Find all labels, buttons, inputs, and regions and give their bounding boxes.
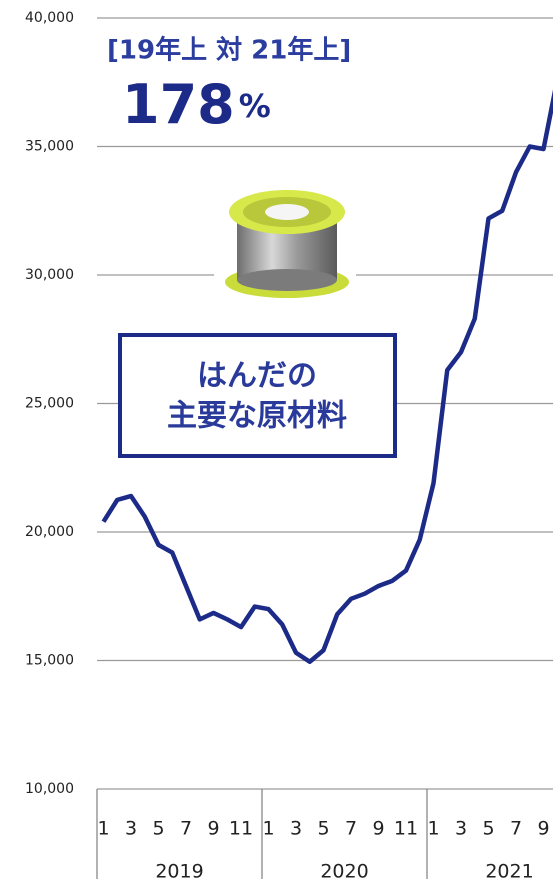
y-tick-label: 30,000: [25, 267, 74, 283]
x-axis: 10,000 15,000 20,000 25,000 30,000 35,000 40,0…: [25, 10, 550, 879]
x-tick-label: 5: [317, 818, 329, 840]
headline-unit: %: [239, 87, 271, 125]
headline: 178%: [122, 73, 271, 136]
y-tick-label: 20,000: [25, 524, 74, 540]
y-tick-label: 15,000: [25, 653, 74, 669]
x-tick-label: 1: [97, 818, 109, 840]
x-tick-label: 7: [510, 818, 522, 840]
x-tick-label: 3: [455, 818, 467, 840]
overlay: [19年上 対 21年上] 178% はんだの 主要な原材料: [104, 28, 422, 458]
plot: [101, 89, 553, 665]
x-tick-label: 9: [207, 818, 219, 840]
annotation-line: はんだの: [197, 359, 317, 394]
x-tick-label: 5: [482, 818, 494, 840]
y-tick-label: 40,000: [25, 10, 74, 26]
headline-value: 178: [122, 73, 235, 136]
x-tick-label: 3: [125, 818, 137, 840]
x-tick-label: 7: [345, 818, 357, 840]
x-tick-label: 3: [290, 818, 302, 840]
title-backdrop: [104, 28, 422, 140]
x-tick-label: 5: [152, 818, 164, 840]
x-tick-label: 9: [372, 818, 384, 840]
y-tick-label: 10,000: [25, 781, 74, 797]
year-label: 2020: [320, 861, 368, 879]
x-tick-label: 11: [394, 818, 418, 840]
data-line: [101, 89, 553, 665]
year-label: 2021: [485, 861, 533, 879]
x-tick-label: 9: [537, 818, 549, 840]
y-tick-label: 35,000: [25, 139, 74, 155]
solder-spool: [214, 183, 356, 303]
annotation-box: [118, 333, 397, 458]
x-tick-label: 11: [229, 818, 253, 840]
y-tick-label: 25,000: [25, 396, 74, 412]
year-label: 2019: [155, 861, 203, 879]
x-tick-label: 1: [427, 818, 439, 840]
x-tick-label: 1: [262, 818, 274, 840]
x-tick-label: 7: [180, 818, 192, 840]
title: [19年上 対 21年上]: [107, 35, 351, 66]
annotation-line: 主要な原材料: [167, 399, 347, 434]
